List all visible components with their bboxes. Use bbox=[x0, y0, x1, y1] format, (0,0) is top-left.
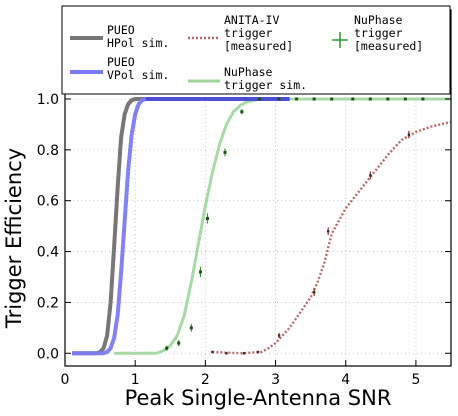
nuphase-measured-point bbox=[403, 97, 407, 101]
nuphase-measured-point bbox=[198, 270, 202, 274]
x-tick-label: 1 bbox=[131, 372, 140, 388]
nuphase-measured-point bbox=[257, 97, 261, 101]
x-tick-label: 0 bbox=[61, 372, 70, 388]
axis-ticks: 0 1 2 3 4 5 0.0 0.2 0.4 0.6 0.8 1.0 bbox=[37, 10, 451, 388]
legend-label-nuphase-sim: NuPhase trigger sim. bbox=[224, 65, 307, 92]
nuphase-measured-point bbox=[205, 217, 209, 221]
pueo-vpol-curve bbox=[72, 97, 290, 356]
x-tick-label: 4 bbox=[341, 372, 350, 388]
anita-point bbox=[326, 230, 330, 233]
nuphase-measured-point bbox=[165, 346, 169, 350]
nuphase-sim-curve bbox=[114, 97, 451, 355]
x-axis-label: Peak Single-Antenna SNR bbox=[125, 386, 392, 410]
nuphase-measured-point bbox=[386, 97, 390, 101]
y-axis-label: Trigger Efficiency bbox=[2, 148, 26, 329]
anita-point bbox=[312, 291, 316, 294]
y-tick-label: 1.0 bbox=[37, 92, 59, 108]
y-tick-label: 0.8 bbox=[37, 143, 59, 159]
anita-point bbox=[256, 350, 260, 354]
pueo-hpol-curve bbox=[72, 97, 290, 356]
x-tick-label: 3 bbox=[271, 372, 280, 388]
series-layer bbox=[72, 97, 452, 356]
legend-box bbox=[61, 5, 451, 95]
nuphase-measured-point bbox=[351, 97, 355, 101]
anita-iv-curve bbox=[212, 120, 452, 355]
anita-point bbox=[225, 352, 228, 355]
legend: PUEO HPol sim. PUEO VPol sim. ANITA-IV trigge… bbox=[61, 5, 451, 95]
legend-label-vpol: PUEO VPol sim. bbox=[107, 55, 169, 82]
nuphase-measured-point bbox=[277, 97, 281, 101]
nuphase-measured-point bbox=[295, 97, 299, 101]
anita-point bbox=[211, 350, 214, 354]
nuphase-measured-point bbox=[312, 97, 316, 101]
x-tick-label: 2 bbox=[201, 372, 210, 388]
x-tick-label: 5 bbox=[411, 372, 420, 388]
nuphase-measured-point bbox=[368, 97, 372, 101]
legend-label-nuphase-measured: NuPhase trigger [measured] bbox=[354, 13, 423, 53]
nuphase-measured-point bbox=[223, 150, 227, 154]
legend-label-anita: ANITA-IV trigger [measured] bbox=[224, 13, 293, 53]
anita-point bbox=[277, 334, 281, 337]
y-tick-label: 0.6 bbox=[37, 194, 59, 210]
anita-point bbox=[369, 174, 372, 177]
anita-point bbox=[242, 352, 246, 355]
nuphase-measured-point bbox=[189, 326, 193, 330]
anita-point bbox=[407, 133, 411, 136]
y-tick-label: 0.0 bbox=[37, 346, 59, 362]
nuphase-measured-point bbox=[330, 97, 334, 101]
nuphase-measured-point bbox=[240, 110, 244, 114]
y-tick-label: 0.2 bbox=[37, 295, 59, 311]
nuphase-measured-point bbox=[177, 341, 181, 345]
y-tick-label: 0.4 bbox=[37, 245, 59, 261]
legend-label-hpol: PUEO HPol sim. bbox=[107, 23, 169, 50]
nuphase-measured-point bbox=[421, 97, 425, 101]
